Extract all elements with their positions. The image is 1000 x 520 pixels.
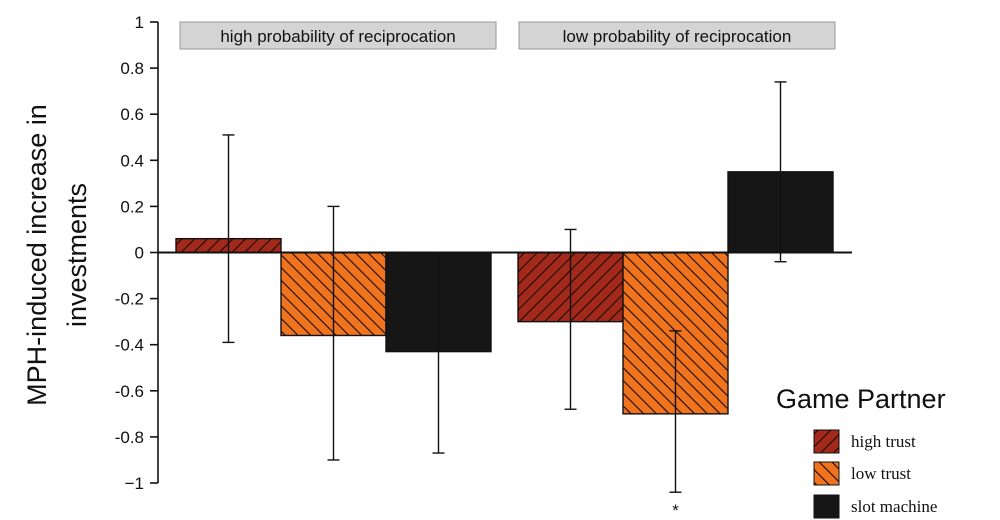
y-tick-label: -0.6 [115,382,144,401]
legend-swatch-low-trust [813,461,840,486]
bars [175,171,834,415]
legend-label-low-trust: low trust [851,464,911,483]
y-tick-label: 0 [135,244,144,263]
y-axis-title: MPH-induced increase in investments [22,104,92,406]
y-tick-label: -0.4 [115,336,144,355]
group-label-0: high probability of reciprocation [220,27,455,46]
annotations: * [672,501,679,520]
significance-marker: * [672,501,679,520]
legend: Game Partner high trust low trust slot mach… [776,384,946,519]
y-tick-label: 0.4 [120,151,144,170]
group-label-box [518,21,836,50]
y-tick-label: −1 [125,474,144,493]
legend-label-slot-machine: slot machine [851,497,937,516]
group-labels: high probability of reciprocation low pro… [179,21,836,50]
y-tick-label: 0.6 [120,105,144,124]
y-tick-label: 0.2 [120,197,144,216]
y-tick-label: -0.8 [115,428,144,447]
group-label-box [179,21,497,50]
y-tick-label: 0.8 [120,59,144,78]
legend-label-high-trust: high trust [851,432,916,451]
y-axis-title-line-2: investments [62,183,92,327]
y-axis: 1 0.8 0.6 0.4 0.2 0 -0.2 -0.4 -0.6 -0.8 −1 [115,13,159,493]
legend-swatch-slot-machine [813,494,840,519]
legend-swatch-high-trust [813,429,840,454]
error-bars [222,81,787,493]
legend-title: Game Partner [776,384,946,414]
y-tick-label: -0.2 [115,290,144,309]
y-tick-label: 1 [135,13,144,32]
group-label-1: low probability of reciprocation [563,27,792,46]
y-axis-title-line-1: MPH-induced increase in [22,104,52,406]
